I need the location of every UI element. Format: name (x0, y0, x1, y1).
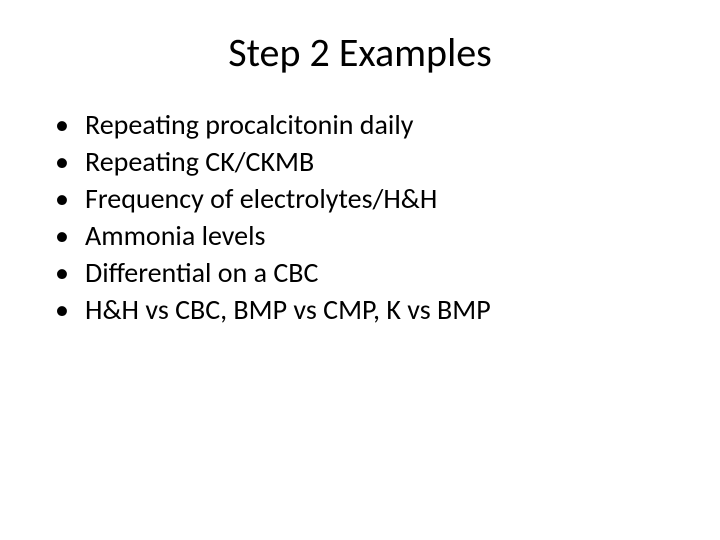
bullet-list: Repeating procalcitonin daily Repeating … (0, 107, 720, 327)
list-item: Frequency of electrolytes/H&H (55, 181, 680, 216)
list-item: Differential on a CBC (55, 255, 680, 290)
slide-title: Step 2 Examples (0, 0, 720, 107)
list-item: Repeating procalcitonin daily (55, 107, 680, 142)
list-item: Ammonia levels (55, 218, 680, 253)
list-item: Repeating CK/CKMB (55, 144, 680, 179)
list-item: H&H vs CBC, BMP vs CMP, K vs BMP (55, 292, 680, 327)
